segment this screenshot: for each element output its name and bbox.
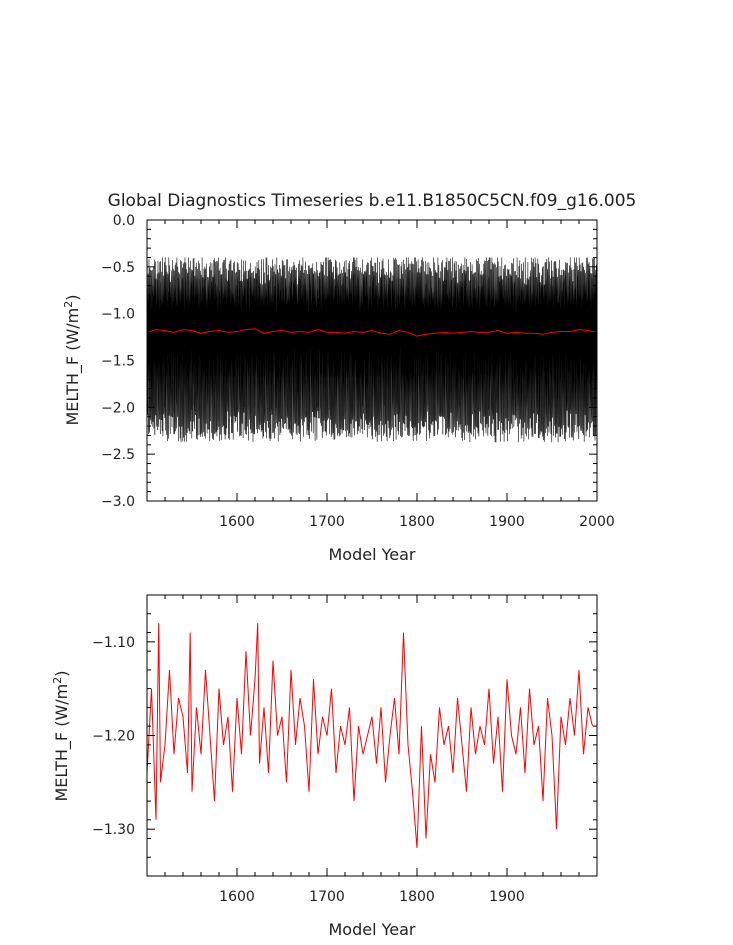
y-tick-label: −1.0 [101, 307, 135, 323]
x-tick-label: 1700 [309, 514, 345, 530]
chart-title: Global Diagnostics Timeseries b.e11.B185… [108, 191, 637, 211]
x-tick-label: 1600 [219, 514, 255, 530]
bottom-plot-frame [146, 594, 598, 877]
top-axis-ticks: 1600 1700 1800 1900 2000 0.0 −0.5 −1.0 −1.5 −2.0 −… [101, 213, 615, 530]
x-tick-label: 2000 [579, 514, 615, 530]
top-series-line-0 [146, 257, 598, 443]
top-series-line-1 [146, 328, 598, 337]
x-tick-label: 1800 [399, 889, 435, 905]
x-tick-label: 1800 [399, 514, 435, 530]
top-y-axis-label: MELTH_F (W/m2) [62, 294, 83, 425]
top-series-layer [146, 257, 598, 443]
top-x-axis-label: Model Year [329, 545, 416, 564]
bottom-y-axis-label: MELTH_F (W/m2) [51, 670, 72, 801]
bottom-series-line-0 [146, 623, 593, 848]
bottom-series-layer [146, 623, 593, 848]
y-tick-label: −3.0 [101, 494, 135, 510]
bottom-panel: 1600 1700 1800 1900 −1.10 −1.20 −1.30 Model Ye… [51, 594, 598, 939]
y-tick-label: −2.0 [101, 400, 135, 416]
y-tick-label: −1.10 [92, 635, 135, 651]
x-tick-label: 1900 [489, 514, 525, 530]
top-panel: 1600 1700 1800 1900 2000 0.0 −0.5 −1.0 −1.5 −2.0 −… [62, 213, 615, 564]
y-tick-label: −1.20 [92, 729, 135, 745]
y-tick-label: 0.0 [113, 213, 135, 229]
y-tick-label: −0.5 [101, 260, 135, 276]
y-tick-label: −1.30 [92, 822, 135, 838]
y-tick-label: −2.5 [101, 447, 135, 463]
x-tick-label: 1600 [219, 889, 255, 905]
bottom-axis-ticks: 1600 1700 1800 1900 −1.10 −1.20 −1.30 [92, 594, 598, 905]
y-tick-label: −1.5 [101, 354, 135, 370]
x-tick-label: 1900 [489, 889, 525, 905]
x-tick-label: 1700 [309, 889, 345, 905]
bottom-x-axis-label: Model Year [329, 920, 416, 939]
